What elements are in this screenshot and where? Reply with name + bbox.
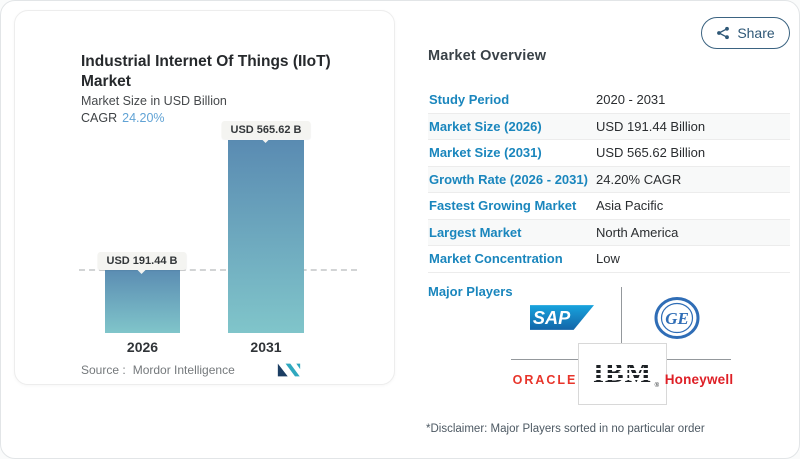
chart-title: Industrial Internet Of Things (IIoT) Mar… (81, 53, 331, 90)
row-label: Study Period (429, 92, 510, 108)
value-label-2031-text: USD 565.62 B (230, 124, 302, 136)
value-label-caret (262, 139, 270, 147)
table-row: Market Size (2026) USD 191.44 Billion (428, 113, 790, 140)
row-value: USD 565.62 Billion (596, 145, 706, 161)
row-value: 2020 - 2031 (596, 92, 666, 108)
connector-line-horizontal-right (667, 359, 731, 360)
value-label-caret (138, 270, 146, 278)
row-label: Market Size (2026) (429, 118, 542, 134)
ibm-logo: IBM ® (593, 358, 659, 389)
source-attribution: Source : Mordor Intelligence (81, 363, 235, 377)
row-label: Growth Rate (2026 - 2031) (429, 171, 588, 187)
ibm-registered-mark: ® (654, 383, 659, 389)
honeywell-logo: Honeywell (664, 372, 734, 387)
share-icon (717, 26, 730, 40)
reference-dashed-line (79, 269, 357, 271)
ge-logo: GE (654, 297, 700, 339)
table-row: Study Period 2020 - 2031 (428, 87, 790, 114)
share-button-label: Share (737, 25, 775, 41)
disclaimer-text: *Disclaimer: Major Players sorted in no … (426, 423, 705, 435)
source-value: Mordor Intelligence (132, 363, 235, 377)
value-label-2026: USD 191.44 B (97, 252, 187, 274)
row-label: Largest Market (429, 224, 522, 240)
share-button[interactable]: Share (701, 17, 790, 49)
ibm-logo-text: IBM (593, 358, 652, 389)
row-label: Market Concentration (429, 251, 563, 267)
row-label: Market Size (2031) (429, 145, 542, 161)
table-row: Fastest Growing Market Asia Pacific (428, 193, 790, 220)
table-row: Largest Market North America (428, 219, 790, 246)
row-value: 24.20% CAGR (596, 171, 682, 187)
mordor-intelligence-logo-icon (277, 363, 301, 377)
row-value: Asia Pacific (596, 198, 664, 214)
cagr-line: CAGR 24.20% (81, 111, 165, 125)
connector-line-horizontal-left (511, 359, 578, 360)
market-size-chart-card: Industrial Internet Of Things (IIoT) Mar… (14, 10, 395, 385)
overview-table: Study Period 2020 - 2031 Market Size (20… (428, 87, 790, 273)
source-label: Source : (81, 363, 126, 377)
chart-subtitle: Market Size in USD Billion (81, 94, 227, 108)
sap-logo: SAP (530, 305, 594, 330)
value-label-2026-text: USD 191.44 B (106, 255, 178, 267)
major-players-label: Major Players (428, 284, 513, 299)
table-row: Growth Rate (2026 - 2031) 24.20% CAGR (428, 166, 790, 193)
row-value: Low (596, 251, 620, 267)
bar-2026 (105, 268, 180, 333)
connector-line-vertical (621, 287, 622, 343)
row-label: Fastest Growing Market (429, 198, 577, 214)
cagr-value: 24.20% (122, 111, 165, 125)
value-label-2031: USD 565.62 B (221, 121, 311, 143)
overview-heading: Market Overview (428, 48, 547, 64)
sap-logo-text: SAP (533, 308, 571, 328)
row-value: North America (596, 224, 679, 240)
ibm-logo-box: IBM ® (578, 343, 667, 405)
x-axis-label-2026: 2026 (126, 339, 159, 355)
row-value: USD 191.44 Billion (596, 118, 706, 134)
table-row: Market Concentration Low (428, 246, 790, 273)
cagr-label: CAGR (81, 111, 118, 125)
bar-2031 (228, 140, 304, 333)
table-row: Market Size (2031) USD 565.62 Billion (428, 140, 790, 167)
x-axis-label-2031: 2031 (250, 339, 282, 355)
ge-logo-text: GE (665, 309, 689, 328)
oracle-logo: ORACLE (512, 373, 578, 387)
